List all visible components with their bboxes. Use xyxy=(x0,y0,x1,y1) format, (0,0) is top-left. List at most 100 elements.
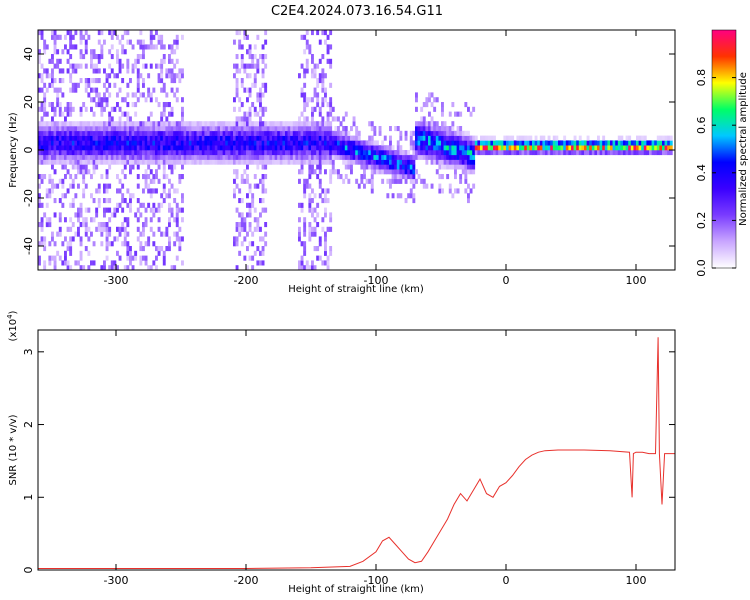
spectrogram-cell xyxy=(134,212,138,218)
spectrogram-cell xyxy=(350,135,353,141)
spectrogram-cell xyxy=(240,102,244,108)
spectrogram-cell xyxy=(521,135,525,141)
spectrogram-cell xyxy=(256,226,260,232)
spectrogram-cell xyxy=(149,193,153,199)
spectrogram-cell xyxy=(467,159,470,165)
spectrogram-cell xyxy=(95,135,99,141)
spectrogram-cell xyxy=(58,226,62,232)
spectrogram-cell xyxy=(90,126,93,132)
spectrogram-cell xyxy=(191,150,195,156)
spectrogram-cell xyxy=(259,54,262,60)
spectrogram-cell xyxy=(451,193,455,199)
spectrogram-cell xyxy=(547,135,551,141)
spectrogram-cell xyxy=(142,159,145,165)
spectrogram-cell xyxy=(251,58,255,64)
spectrogram-cell xyxy=(204,130,208,136)
spectrogram-cell xyxy=(381,178,385,184)
spectrogram-cell xyxy=(64,217,67,223)
spectrogram-cell xyxy=(235,92,239,98)
spectrogram-cell xyxy=(90,49,93,55)
spectrogram-cell xyxy=(227,126,231,132)
spectrogram-cell xyxy=(118,159,122,165)
spectrogram-cell xyxy=(95,68,99,74)
spectrogram-cell xyxy=(40,236,44,242)
spectrogram-cell xyxy=(344,174,348,180)
spectrogram-cell xyxy=(66,226,70,232)
spectrogram-cell xyxy=(256,111,260,117)
spectrogram-cell xyxy=(92,130,96,136)
spectrogram-cell xyxy=(157,121,161,127)
spectrogram-cell xyxy=(121,121,125,127)
spectrogram-cell xyxy=(48,73,52,79)
spectrogram-cell xyxy=(51,188,54,194)
spectrogram-cell xyxy=(105,236,109,242)
spectrogram-cell xyxy=(108,121,112,127)
spectrogram-cell xyxy=(461,154,465,160)
spectrogram-cell xyxy=(305,97,309,103)
spectrogram-cell xyxy=(56,49,60,55)
spectrogram-cell xyxy=(321,78,325,84)
spectrogram-cell xyxy=(61,164,65,170)
chart-title: C2E4.2024.073.16.54.G11 xyxy=(271,4,443,19)
spectrogram-cell xyxy=(126,58,130,64)
spectrogram-cell xyxy=(363,183,366,189)
spectrogram-cell xyxy=(248,207,252,213)
spectrogram-cell xyxy=(399,164,403,170)
spectrogram-cell xyxy=(578,140,582,146)
spectrogram-cell xyxy=(534,145,538,151)
spectrogram-cell xyxy=(487,135,491,141)
spectrogram-cell xyxy=(305,183,309,189)
spectrogram-cell xyxy=(225,145,229,151)
spectrogram-cell xyxy=(69,140,73,146)
spectrogram-cell xyxy=(45,68,49,74)
spectrogram-cell xyxy=(152,145,156,151)
spectrogram-cell xyxy=(196,154,200,160)
spectrogram-cell xyxy=(274,126,278,132)
spectrogram-cell xyxy=(329,154,333,160)
spectrogram-cell xyxy=(373,159,377,165)
spectrogram-cell xyxy=(331,164,335,170)
spectrogram-cell xyxy=(181,236,184,242)
spectrogram-cell xyxy=(178,140,182,146)
spectrogram-cell xyxy=(287,121,291,127)
spectrogram-cell xyxy=(103,222,106,228)
spectrogram-cell xyxy=(79,130,83,136)
spectrogram-cell xyxy=(142,140,145,146)
spectrogram-cell xyxy=(571,150,574,156)
spectrogram-cell xyxy=(61,130,65,136)
spectrogram-cell xyxy=(269,130,273,136)
spectrogram-cell xyxy=(175,58,179,64)
spectrogram-cell xyxy=(305,116,309,122)
spectrogram-cell xyxy=(108,217,112,223)
spectrogram-cell xyxy=(318,121,322,127)
spectrogram-cell xyxy=(105,188,109,194)
spectrogram-cell xyxy=(142,78,145,84)
spectrogram-cell xyxy=(170,150,174,156)
spectrogram-cell xyxy=(329,82,333,88)
spectrogram-cell xyxy=(261,183,265,189)
spectrogram-cell xyxy=(100,150,104,156)
spectrogram-cell xyxy=(136,207,140,213)
spectrogram-cell xyxy=(303,106,307,112)
spectrogram-cell xyxy=(469,145,473,151)
spectrogram-cell xyxy=(529,135,533,141)
spectrogram-cell xyxy=(100,126,104,132)
spectrogram-cell xyxy=(64,34,67,40)
spectrogram-cell xyxy=(40,150,44,156)
spectrogram-cell xyxy=(220,130,223,136)
spectrogram-cell xyxy=(74,154,78,160)
spectrogram-cell xyxy=(66,150,70,156)
spectrogram-cell xyxy=(162,140,166,146)
spectrogram-cell xyxy=(147,145,151,151)
spectrogram-cell xyxy=(113,260,117,266)
spectrogram-cell xyxy=(269,150,273,156)
spectrogram-cell xyxy=(246,121,249,127)
spectrogram-cell xyxy=(165,116,169,122)
spectrogram-cell xyxy=(56,140,60,146)
spectrogram-cell xyxy=(329,217,333,223)
spectrogram-cell xyxy=(326,130,330,136)
spectrogram-cell xyxy=(636,140,639,146)
spectrogram-cell xyxy=(157,140,161,146)
spectrogram-cell xyxy=(251,145,255,151)
spectrogram-cell xyxy=(97,54,101,60)
